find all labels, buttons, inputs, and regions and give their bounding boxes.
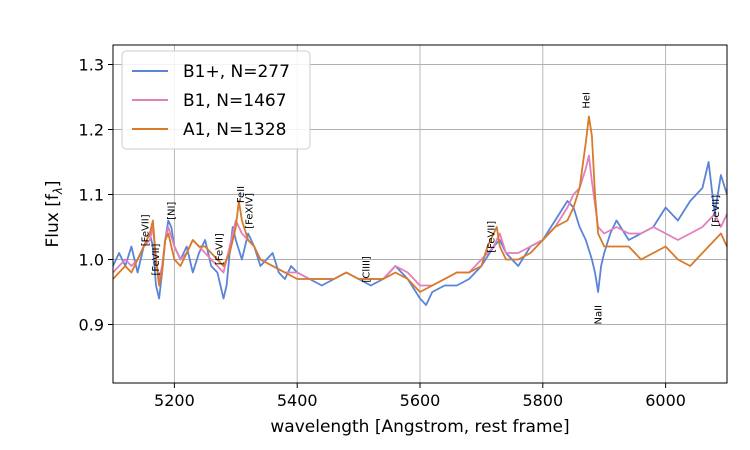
y-axis-label: Flux [fλ]	[43, 180, 65, 247]
axis-ticks: 5200 5400 5600 5800 6000 0.9 1.0 1.1 1.2 1.3	[79, 56, 686, 411]
y-axis-label-sub: λ	[51, 187, 65, 195]
line-annotation: [FeVII]	[141, 214, 152, 246]
legend-label-a1: A1, N=1328	[183, 120, 286, 140]
legend-label-b1plus: B1+, N=277	[183, 62, 290, 82]
line-annotation: HeI	[581, 92, 592, 109]
legend-box	[121, 50, 311, 150]
line-annotation: [FeVII]	[214, 233, 225, 265]
line-annotation: [FeXIV]	[244, 193, 255, 229]
x-axis-label: wavelength [Angstrom, rest frame]	[270, 417, 569, 437]
line-annotation: [FeVII]	[151, 244, 162, 276]
legend: B1+, N=277 B1, N=1467 A1, N=1328	[121, 50, 311, 150]
legend-label-b1: B1, N=1467	[183, 91, 287, 111]
line-annotation: [FeVII]	[711, 195, 722, 227]
line-annotation: NaII	[594, 305, 605, 325]
y-tick-label: 1.2	[79, 121, 104, 140]
y-tick-label: 1.0	[79, 251, 104, 270]
x-tick-label: 6000	[645, 391, 686, 410]
x-tick-label: 5600	[400, 391, 441, 410]
line-annotation: [FeVII]	[486, 221, 497, 253]
y-tick-label: 0.9	[79, 316, 104, 335]
line-annotation: [ClIII]	[362, 256, 373, 283]
series-lines	[112, 115, 728, 306]
y-tick-label: 1.3	[79, 56, 104, 75]
x-tick-label: 5400	[277, 391, 318, 410]
x-tick-label: 5800	[522, 391, 563, 410]
series-line-2	[112, 115, 728, 293]
line-annotation: [NI]	[166, 202, 177, 220]
x-tick-label: 5200	[154, 391, 195, 410]
line-annotation: FeII	[236, 186, 247, 203]
y-tick-label: 1.1	[79, 186, 104, 205]
line-annotations: [FeVII][FeVII][NI][FeVII]FeII[FeXIV][ClI…	[141, 92, 722, 324]
grid	[113, 45, 727, 383]
y-axis-label-close: ]	[43, 180, 63, 187]
